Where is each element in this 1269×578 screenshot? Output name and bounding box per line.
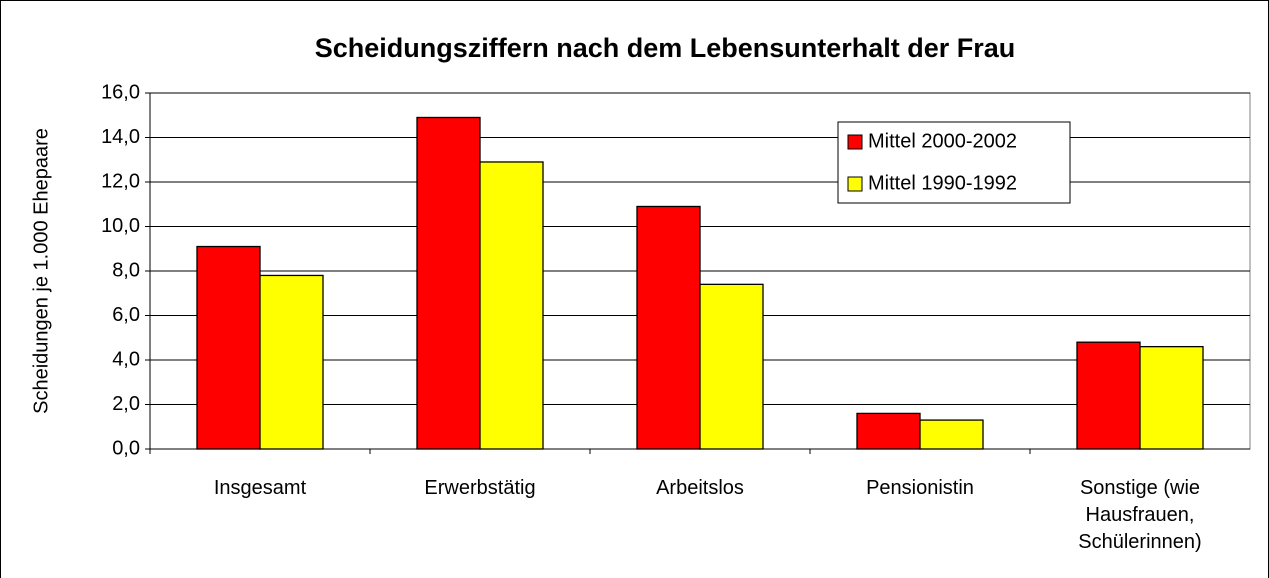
bar — [259, 274, 324, 450]
bar — [196, 245, 261, 450]
legend-label: Mittel 2000-2002 — [868, 130, 1017, 152]
bar — [1076, 341, 1141, 450]
x-tick-label: Insgesamt — [213, 477, 307, 499]
x-tick-label: Arbeitslos — [656, 477, 744, 499]
legend-swatch — [847, 134, 863, 150]
bar — [1139, 345, 1204, 450]
bar — [856, 412, 921, 450]
y-tick-label: 14,0 — [101, 126, 140, 148]
bar — [919, 419, 984, 450]
y-tick-label: 6,0 — [112, 304, 140, 326]
y-axis-title: Scheidungen je 1.000 Ehepaare — [30, 128, 52, 414]
legend-box — [837, 121, 1071, 204]
x-tick-label: Erwerbstätig — [424, 477, 536, 499]
bar — [636, 205, 701, 450]
bar — [699, 283, 764, 450]
y-tick-label: 12,0 — [101, 170, 140, 192]
x-tick-label: Sonstige (wie Hausfrauen, Schülerinnen) — [1078, 477, 1202, 553]
bar — [416, 116, 481, 450]
legend-label: Mittel 1990-1992 — [868, 172, 1017, 194]
chart-title: Scheidungsziffern nach dem Lebensunterha… — [315, 33, 1016, 63]
y-tick-label: 10,0 — [101, 215, 140, 237]
x-tick-label: Pensionistin — [866, 477, 974, 499]
y-tick-label: 2,0 — [112, 393, 140, 415]
y-tick-label: 16,0 — [101, 81, 140, 103]
bar — [479, 161, 544, 450]
legend-swatch — [847, 176, 863, 192]
y-tick-label: 0,0 — [112, 437, 140, 459]
y-tick-label: 8,0 — [112, 259, 140, 281]
y-tick-label: 4,0 — [112, 348, 140, 370]
